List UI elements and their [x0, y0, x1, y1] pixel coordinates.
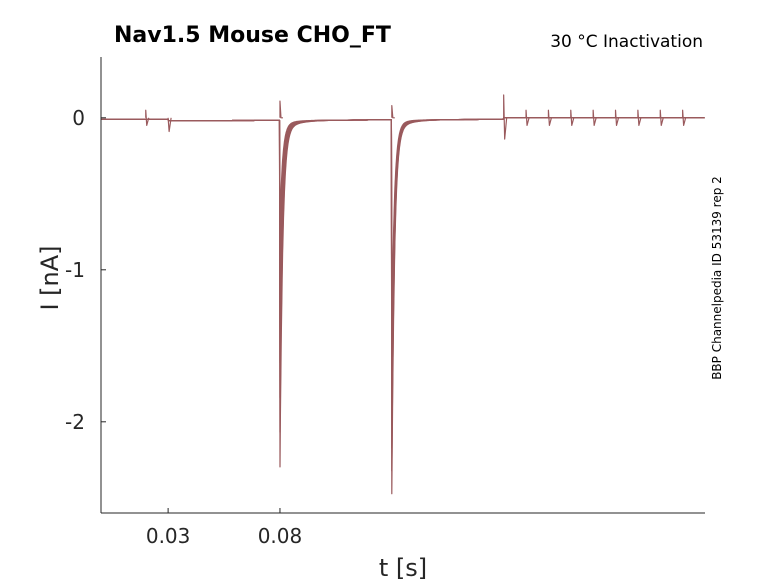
small-artifact — [145, 109, 150, 126]
current-sweep — [100, 117, 705, 495]
y-tick-label: -2 — [65, 410, 85, 434]
y-ticks: 0 -1 -2 — [65, 106, 106, 434]
step-artifact — [167, 117, 172, 133]
small-artifact — [637, 109, 642, 126]
current-sweep — [100, 117, 705, 449]
y-axis-label: I [nA] — [36, 245, 64, 310]
side-label: BBP Channelpedia ID 53139 rep 2 — [710, 176, 724, 380]
pulse-artifact — [279, 100, 283, 119]
current-sweep — [100, 117, 705, 334]
small-artifact — [592, 109, 597, 126]
small-artifact — [614, 109, 620, 126]
chart-annotation: 30 °C Inactivation — [550, 32, 703, 52]
x-axis-label: t [s] — [379, 554, 427, 582]
x-tick-label: 0.03 — [146, 524, 191, 548]
plot-area: 0 -1 -2 0.03 0.08 — [65, 57, 705, 548]
y-tick-label: 0 — [72, 106, 85, 130]
small-artifact — [525, 109, 530, 126]
small-artifact — [682, 109, 687, 126]
small-artifact — [547, 109, 552, 126]
small-artifact — [659, 109, 664, 126]
step-artifact — [503, 94, 508, 140]
x-ticks: 0.03 0.08 — [146, 508, 302, 548]
artifacts — [145, 94, 687, 140]
current-sweep — [100, 117, 705, 403]
x-tick-label: 0.08 — [258, 524, 303, 548]
traces — [100, 94, 705, 495]
chart-title: Nav1.5 Mouse CHO_FT — [114, 23, 391, 48]
pulse-artifact — [391, 105, 395, 119]
small-artifact — [570, 109, 575, 126]
current-sweep — [100, 117, 705, 426]
current-sweep — [100, 117, 705, 472]
current-sweep — [100, 117, 705, 380]
current-sweep — [100, 117, 705, 357]
y-tick-label: -1 — [65, 258, 85, 282]
